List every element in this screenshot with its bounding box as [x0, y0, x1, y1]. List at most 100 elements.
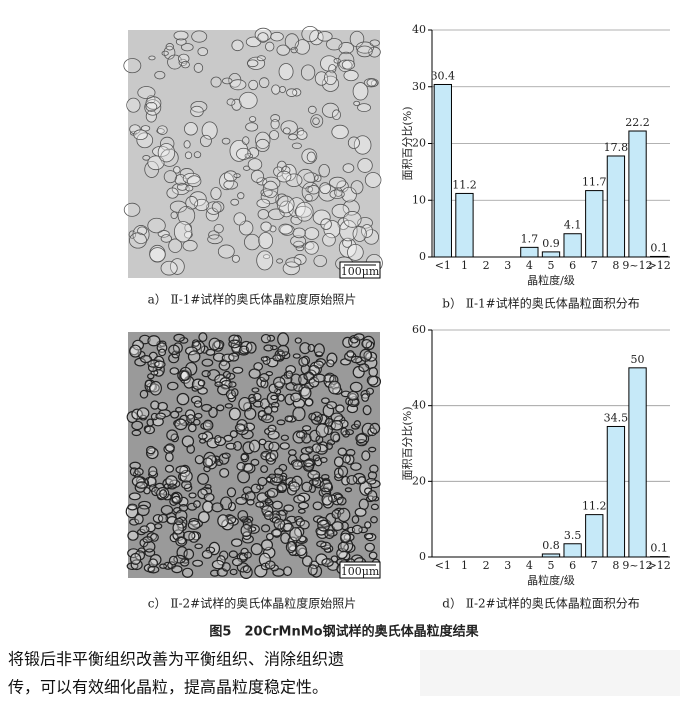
grain [158, 348, 167, 357]
grain [367, 471, 378, 480]
grain [147, 217, 166, 234]
grain [321, 473, 330, 480]
grain [347, 243, 364, 261]
grain [229, 79, 247, 91]
grain [226, 98, 236, 106]
grain [139, 389, 149, 399]
grain [194, 543, 203, 550]
grain [129, 552, 142, 565]
grain [213, 223, 224, 234]
grain [262, 180, 279, 199]
grain [211, 201, 225, 213]
grain [350, 180, 364, 195]
grain [134, 513, 144, 525]
grain [285, 173, 303, 188]
grain [305, 446, 315, 453]
grain [299, 520, 310, 530]
grain [267, 430, 280, 440]
body-text: 将锻后非平衡组织改善为平衡组织、消除组织遗 [8, 650, 344, 669]
grain [272, 500, 283, 510]
grain [187, 350, 201, 363]
grain [168, 555, 179, 566]
grain [329, 176, 347, 189]
grain [226, 487, 237, 498]
grain [266, 487, 279, 498]
grain [350, 355, 363, 364]
y-tick-label: 0 [419, 250, 426, 263]
grain [216, 404, 225, 412]
grain [366, 78, 377, 87]
grain [348, 393, 357, 400]
grain [132, 339, 145, 351]
grain [184, 151, 193, 160]
grain [361, 224, 373, 238]
grain [246, 59, 259, 68]
x-tick-label: 4 [526, 559, 533, 572]
grain [231, 39, 244, 52]
grain [306, 151, 316, 163]
grain [277, 393, 285, 402]
grain [165, 475, 178, 487]
grain [255, 131, 271, 149]
grain [176, 392, 190, 406]
grain [187, 423, 197, 433]
grain [250, 458, 260, 466]
grain [290, 373, 302, 387]
grain [315, 553, 328, 566]
grain [313, 343, 325, 357]
grain [321, 75, 340, 92]
grain [198, 432, 208, 440]
grain [270, 394, 278, 401]
grain [127, 503, 138, 511]
grain [238, 396, 252, 412]
grain [171, 565, 183, 574]
grain [359, 348, 372, 362]
grain [238, 552, 248, 561]
grain [280, 120, 298, 135]
bar [606, 425, 626, 558]
grain [131, 420, 144, 431]
grain [223, 170, 238, 182]
grain [349, 336, 359, 344]
grain [361, 339, 373, 349]
grain [197, 47, 209, 56]
grain [175, 465, 189, 474]
grain [228, 407, 241, 421]
grain [276, 483, 288, 492]
grain [228, 352, 240, 362]
x-tick-label: 5 [548, 259, 555, 272]
grain [324, 529, 335, 540]
grain [123, 202, 141, 217]
grain [268, 473, 277, 480]
grain [292, 227, 306, 239]
grain [198, 332, 208, 343]
grain [199, 438, 207, 444]
grain [341, 186, 357, 203]
grain [205, 348, 216, 356]
grain [186, 414, 196, 424]
grain [233, 173, 241, 178]
grain [265, 41, 275, 52]
grain [274, 467, 284, 476]
grain [356, 45, 373, 58]
grain [127, 548, 140, 559]
bar [650, 255, 669, 258]
watermark [420, 650, 680, 696]
grain [190, 395, 202, 405]
grain [168, 238, 183, 253]
grain [154, 70, 166, 80]
grain [201, 549, 213, 559]
grain [258, 438, 267, 446]
grain [231, 98, 242, 111]
x-tick-label: 7 [591, 259, 598, 272]
grain [283, 566, 293, 577]
grain [157, 143, 176, 163]
x-tick-label: 6 [569, 259, 576, 272]
grain [169, 367, 180, 375]
grain [317, 519, 330, 532]
grain [177, 536, 187, 545]
grain [148, 470, 159, 479]
grain [202, 419, 214, 431]
grain [129, 124, 141, 135]
grain [178, 496, 189, 507]
